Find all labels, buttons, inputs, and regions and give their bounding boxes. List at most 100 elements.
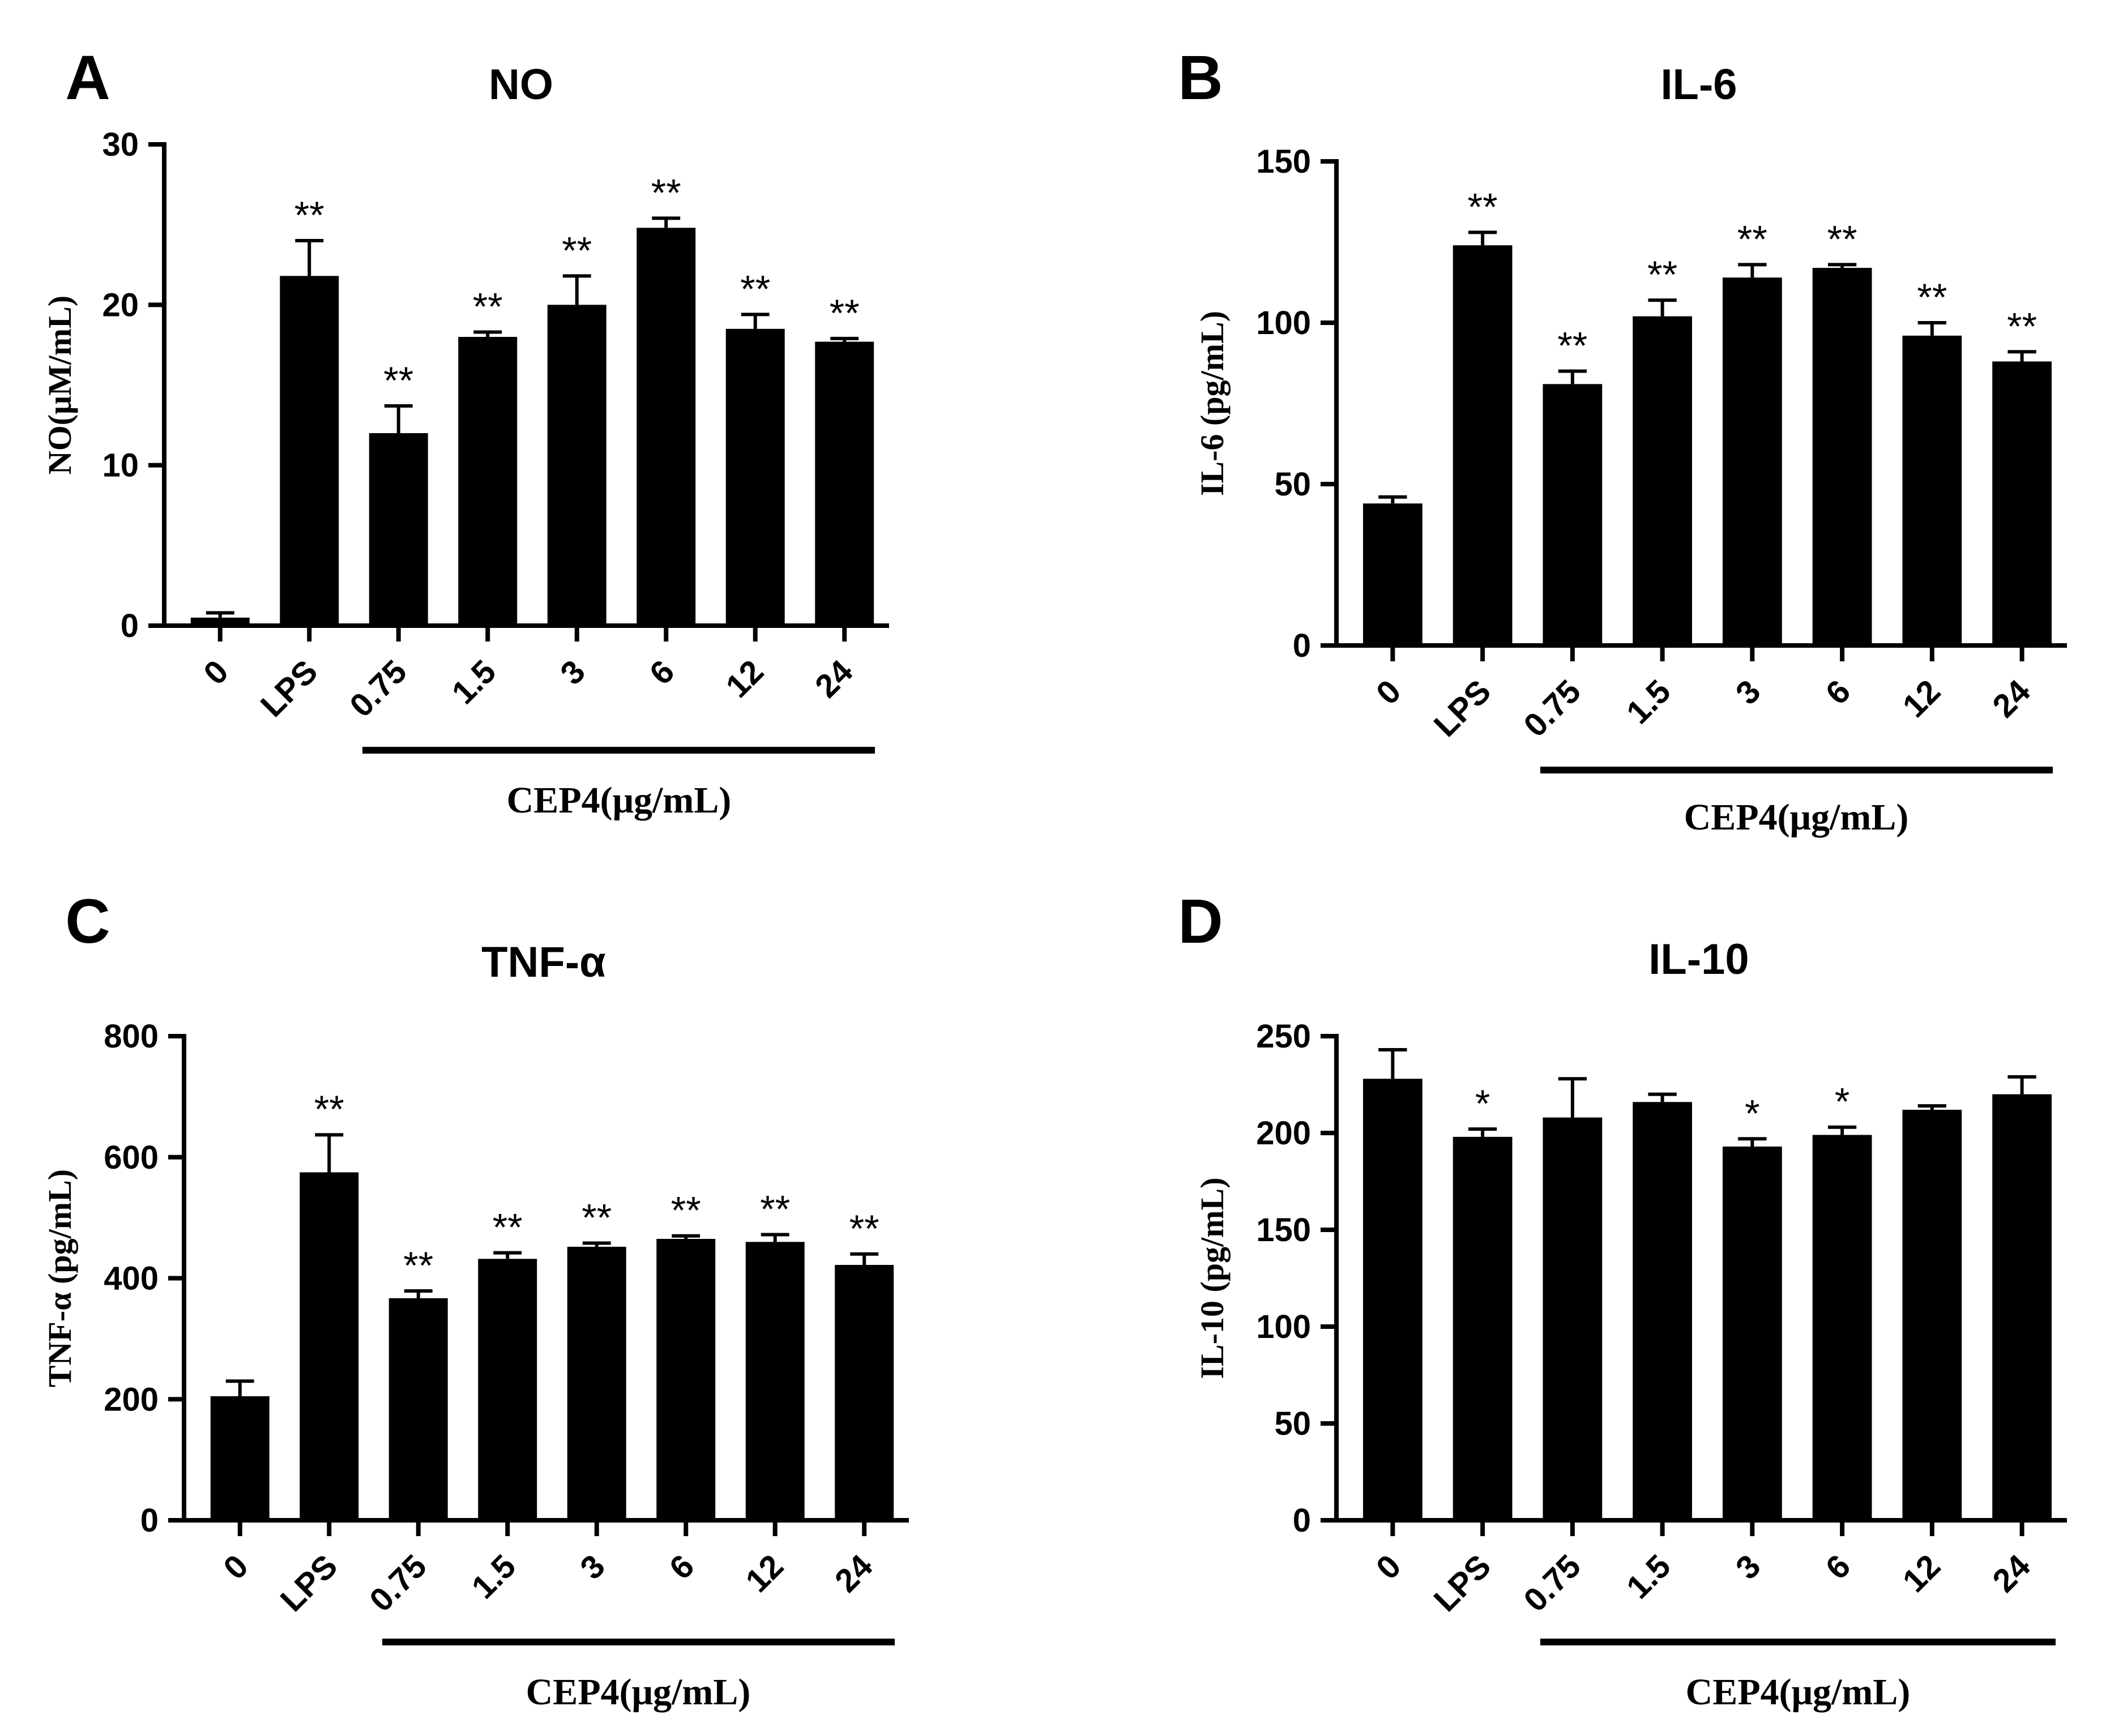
significance-marker: *: [1475, 1082, 1490, 1125]
bar-LPS: [1453, 245, 1513, 645]
category-label: 6: [1819, 1547, 1858, 1587]
bar-LPS: [300, 1172, 359, 1520]
significance-marker: **: [2007, 305, 2037, 348]
group-label: CEP4(μg/mL): [507, 780, 732, 821]
significance-marker: **: [760, 1188, 790, 1231]
panel-letter: D: [1178, 887, 1223, 956]
bar-6: [637, 228, 696, 626]
y-tick-label: 400: [104, 1260, 159, 1297]
y-tick-label: 150: [1256, 1212, 1311, 1248]
significance-marker: **: [651, 171, 681, 214]
category-label: 24: [1985, 1547, 2037, 1600]
category-label: 6: [1819, 673, 1858, 712]
y-tick-label: 20: [102, 287, 139, 323]
category-label: LPS: [1427, 673, 1498, 744]
category-label: LPS: [254, 653, 325, 724]
y-tick-label: 800: [104, 1018, 159, 1055]
bar-24: [835, 1264, 894, 1520]
significance-marker: *: [1835, 1080, 1849, 1123]
bar-0.75: [369, 433, 428, 626]
bar-0: [1362, 503, 1422, 645]
category-label: 1.5: [445, 653, 503, 711]
bar-0.75: [1543, 384, 1603, 645]
significance-marker: **: [1827, 217, 1857, 260]
chart-title: TNF-α: [481, 938, 606, 986]
y-tick-label: 50: [1274, 466, 1311, 503]
y-tick-label: 30: [102, 126, 139, 163]
category-label: 3: [1729, 673, 1768, 712]
bar-LPS: [280, 276, 339, 626]
category-label: 6: [663, 1547, 702, 1587]
bar-12: [725, 328, 785, 626]
significance-marker: **: [740, 267, 770, 310]
significance-marker: *: [1745, 1092, 1759, 1135]
panel-d: D IL-10 IL-10 (pg/mL) 0 * LPS 0.75 1.5 * 3 * 6 12 24 0…: [1178, 887, 2067, 1713]
bar-3: [1722, 277, 1782, 645]
category-label: 12: [1895, 1547, 1947, 1600]
bar-0: [1362, 1079, 1422, 1520]
bar-0: [210, 1396, 270, 1520]
bar-1.5: [1633, 316, 1693, 645]
significance-marker: **: [403, 1244, 433, 1287]
y-tick-label: 250: [1256, 1018, 1311, 1055]
significance-marker: **: [562, 229, 592, 272]
category-label: LPS: [274, 1547, 345, 1619]
significance-marker: **: [383, 359, 413, 402]
y-axis-label: IL-10 (pg/mL): [1194, 1177, 1231, 1379]
category-label: 0: [216, 1547, 255, 1587]
panel-a: A NO NO(μM/mL) 0 ** LPS ** 0.75 ** 1.5 ** 3 ** 6 ** 12 *…: [41, 43, 889, 821]
y-tick-label: 100: [1256, 305, 1311, 341]
y-tick-label: 200: [1256, 1115, 1311, 1152]
category-label: 12: [719, 653, 771, 705]
significance-marker: **: [1737, 217, 1767, 260]
bar-12: [1902, 335, 1962, 645]
bar-3: [567, 1246, 626, 1520]
category-label: 1.5: [1620, 673, 1678, 731]
bar-1.5: [1633, 1102, 1693, 1520]
category-label: 0.75: [1517, 673, 1588, 744]
y-axis-label: NO(μM/mL): [41, 296, 78, 474]
category-label: 12: [738, 1547, 791, 1600]
category-label: LPS: [1427, 1547, 1498, 1619]
bar-6: [1812, 1135, 1872, 1520]
significance-marker: **: [1917, 276, 1947, 319]
chart-title: IL-6: [1660, 61, 1737, 109]
y-tick-label: 600: [104, 1139, 159, 1176]
y-tick-label: 150: [1256, 143, 1311, 180]
significance-marker: **: [671, 1189, 701, 1232]
y-axis-label: IL-6 (pg/mL): [1194, 311, 1231, 496]
significance-marker: **: [473, 285, 503, 328]
group-label: CEP4(μg/mL): [1684, 797, 1909, 838]
significance-marker: **: [314, 1088, 344, 1131]
category-label: 3: [1729, 1547, 1768, 1587]
y-tick-label: 0: [1293, 1502, 1311, 1539]
y-tick-label: 50: [1274, 1405, 1311, 1442]
y-tick-label: 100: [1256, 1309, 1311, 1345]
panel-letter: A: [65, 43, 110, 113]
category-label: 0.75: [1517, 1547, 1588, 1619]
category-label: 0: [196, 653, 236, 692]
panel-letter: B: [1178, 43, 1223, 113]
category-label: 0: [1369, 1547, 1408, 1587]
category-label: 0.75: [343, 653, 414, 724]
significance-marker: **: [1468, 185, 1498, 228]
bar-1.5: [478, 1259, 537, 1520]
bar-6: [1812, 268, 1872, 646]
y-tick-label: 0: [1293, 627, 1311, 664]
category-label: 24: [1985, 673, 2037, 725]
panel-b: B IL-6 IL-6 (pg/mL) 0 ** LPS ** 0.75 ** 1.5 ** 3 ** 6…: [1178, 43, 2067, 838]
bar-24: [1992, 1094, 2052, 1520]
group-label: CEP4(μg/mL): [1686, 1671, 1911, 1713]
y-tick-label: 0: [140, 1502, 159, 1539]
bar-3: [1722, 1146, 1782, 1520]
panel-letter: C: [65, 887, 110, 956]
panel-c: C TNF-α TNF-α (pg/mL) 0 ** LPS ** 0.75 ** 1.5 ** 3 *…: [41, 887, 909, 1713]
bar-0.75: [1543, 1117, 1603, 1520]
bar-12: [1902, 1109, 1962, 1520]
category-label: 24: [828, 1547, 880, 1600]
significance-marker: **: [582, 1196, 612, 1239]
bar-0.75: [388, 1298, 448, 1520]
category-label: 0.75: [362, 1547, 434, 1619]
group-label: CEP4(μg/mL): [526, 1671, 751, 1713]
